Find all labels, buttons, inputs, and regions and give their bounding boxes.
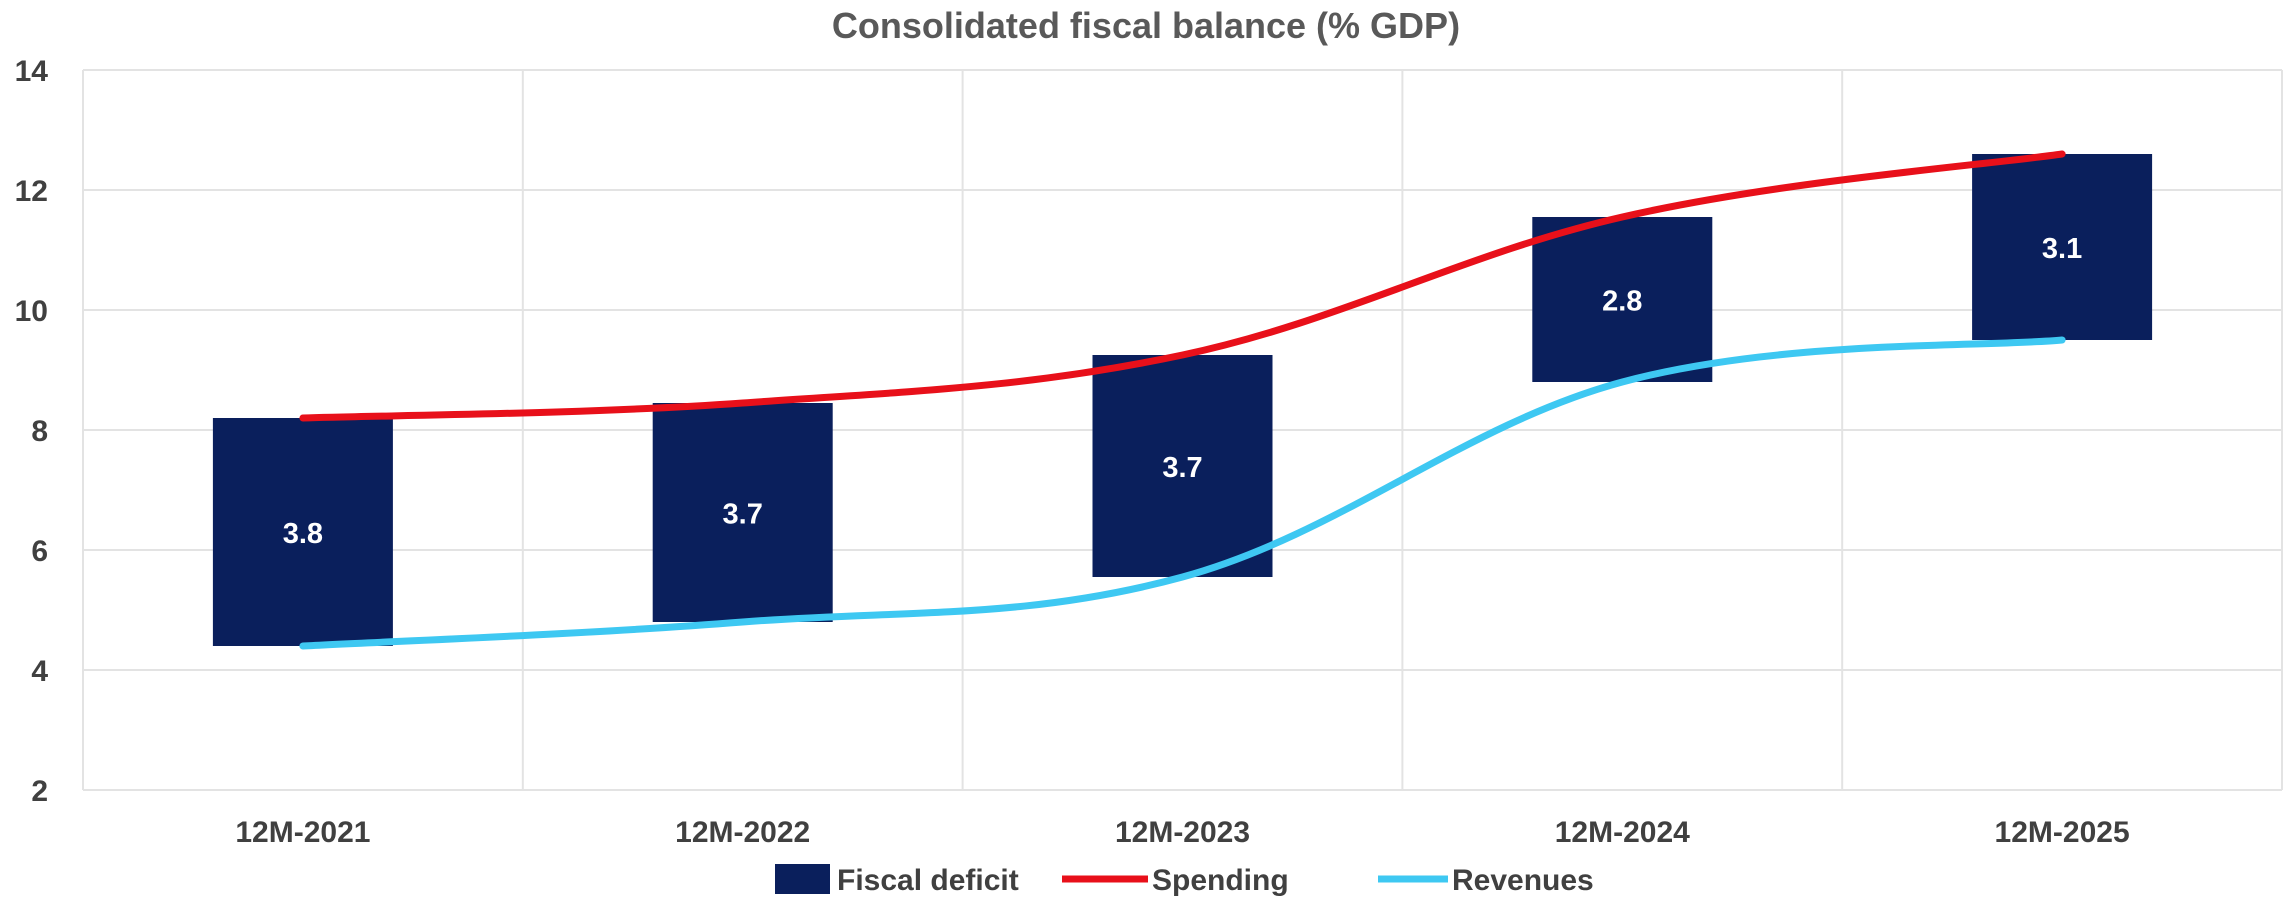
x-tick-label: 12M-2021 (235, 816, 370, 849)
deficit-bar (1532, 217, 1713, 382)
deficit-bars (212, 154, 2153, 646)
y-tick-label: 2 (31, 775, 48, 808)
deficit-data-label: 3.1 (2042, 233, 2082, 265)
spending-line (299, 150, 2066, 422)
deficit-data-label: 2.8 (1602, 286, 1642, 318)
legend: Fiscal deficit Spending Revenues (775, 864, 1594, 897)
axis-ticks: 2 4 6 8 10 12 14 12M-2021 12M-2022 12M-2023 12M-20… (15, 55, 2130, 849)
y-tick-label: 14 (15, 55, 49, 88)
x-tick-label: 12M-2022 (675, 816, 810, 849)
y-tick-label: 12 (15, 175, 48, 208)
deficit-bar (1972, 154, 2153, 340)
deficit-bar (212, 418, 393, 646)
y-tick-label: 4 (31, 655, 48, 688)
deficit-data-label: 3.7 (723, 499, 763, 531)
chart-title: Consolidated fiscal balance (% GDP) (832, 5, 1460, 46)
x-tick-label: 12M-2023 (1115, 816, 1250, 849)
legend-label-revenues: Revenues (1452, 864, 1594, 897)
data-labels: 3.8 3.7 3.7 2.8 3.1 (283, 233, 2083, 550)
series-lines (299, 150, 2066, 650)
deficit-data-label: 3.7 (1162, 452, 1202, 484)
legend-label-fiscal-deficit: Fiscal deficit (837, 864, 1019, 897)
x-tick-label: 12M-2024 (1555, 816, 1690, 849)
y-tick-label: 10 (15, 295, 48, 328)
y-tick-label: 6 (31, 535, 48, 568)
x-tick-label: 12M-2025 (1995, 816, 2130, 849)
legend-label-spending: Spending (1152, 864, 1289, 897)
gridlines (82, 69, 2283, 791)
deficit-data-label: 3.8 (283, 518, 323, 550)
revenues-line (299, 336, 2066, 650)
y-tick-label: 8 (31, 415, 48, 448)
legend-swatch-fiscal-deficit (775, 864, 830, 894)
deficit-bar (652, 403, 833, 622)
deficit-bar (1092, 355, 1273, 577)
